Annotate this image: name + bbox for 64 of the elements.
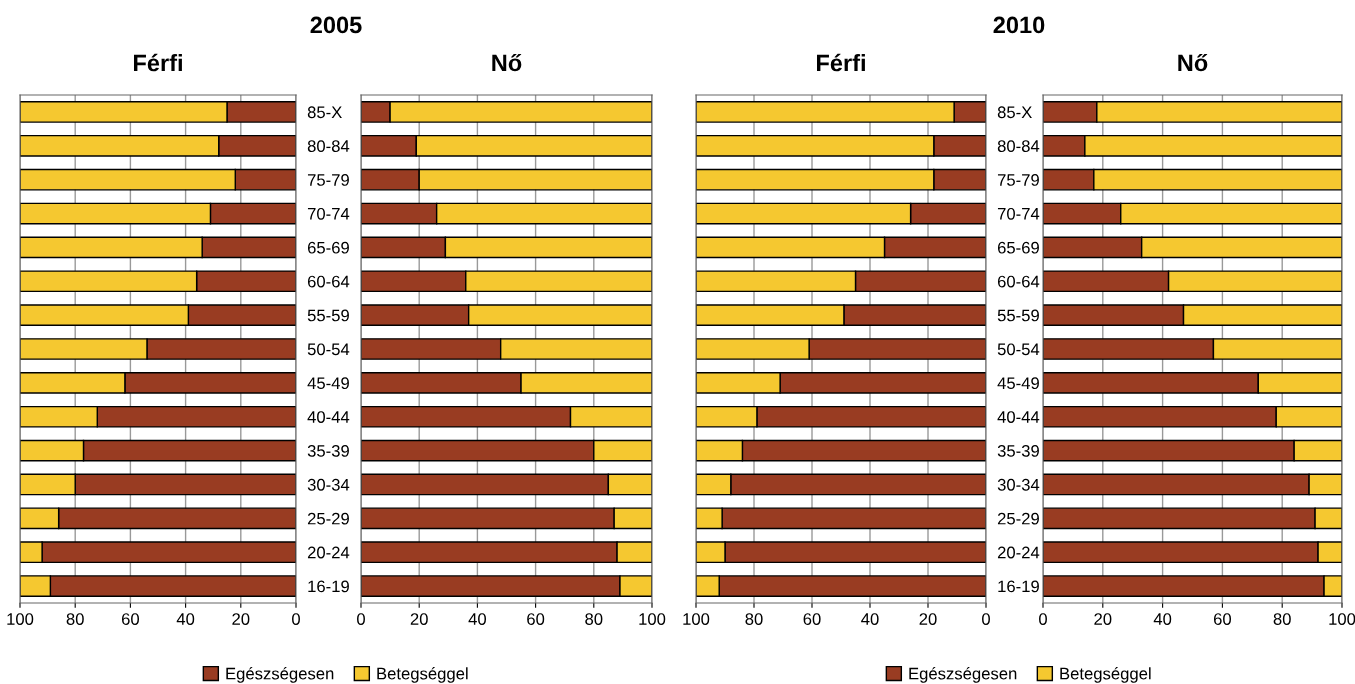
x-tick-label: 100 xyxy=(683,613,710,625)
y-tick-label: 25-29 xyxy=(997,512,1039,525)
y-tick-label: 75-79 xyxy=(997,174,1039,186)
x-tick-label: 60 xyxy=(121,613,140,625)
y-tick-label: 45-49 xyxy=(307,377,349,390)
y-tick-label: 45-49 xyxy=(997,377,1039,390)
y-tick-label: 60-64 xyxy=(997,275,1040,288)
y-tick-label: 40-44 xyxy=(997,411,1040,423)
y-tick-label: 65-69 xyxy=(997,241,1039,254)
y-tick-label: 75-79 xyxy=(307,174,349,186)
y-tick-label: 35-39 xyxy=(997,445,1039,457)
y-tick-label: 80-84 xyxy=(307,140,350,152)
chart-title: 2010 xyxy=(993,16,1045,34)
chart-subtitle: Férfi xyxy=(134,53,182,72)
x-tick-label: 80 xyxy=(585,613,603,625)
y-tick-label: 20-24 xyxy=(997,546,1040,559)
y-tick-label: 50-54 xyxy=(997,343,1040,356)
y-tick-label: 25-29 xyxy=(307,512,349,525)
x-tick-label: 40 xyxy=(861,613,879,625)
y-tick-label: 85-X xyxy=(307,106,342,119)
y-tick-label: 65-69 xyxy=(307,241,349,254)
y-tick-label: 20-24 xyxy=(307,546,350,559)
x-tick-label: 80 xyxy=(66,613,84,625)
x-tick-label: 20 xyxy=(1094,613,1112,625)
chart-title: 2005 xyxy=(310,16,362,34)
chart-subtitle: Nő xyxy=(492,54,522,72)
chart-subtitle: Férfi xyxy=(817,53,865,72)
y-tick-label: 70-74 xyxy=(997,207,1040,220)
y-tick-label: 70-74 xyxy=(307,207,350,220)
x-tick-label: 40 xyxy=(176,613,195,625)
y-tick-label: 30-34 xyxy=(307,478,350,491)
y-tick-label: 60-64 xyxy=(307,275,350,288)
x-tick-label: 20 xyxy=(919,613,937,625)
y-tick-label: 16-19 xyxy=(998,580,1039,593)
y-tick-label: 16-19 xyxy=(308,580,349,593)
y-tick-label: 85-X xyxy=(997,106,1032,119)
x-tick-label: 0 xyxy=(982,613,990,625)
y-tick-label: 50-54 xyxy=(307,343,350,356)
x-tick-label: 80 xyxy=(745,613,763,625)
x-tick-label: 40 xyxy=(1153,613,1172,625)
x-tick-label: 0 xyxy=(357,613,365,625)
y-tick-label: 80-84 xyxy=(997,140,1040,152)
x-tick-label: 20 xyxy=(232,613,250,625)
x-tick-label: 0 xyxy=(1039,613,1047,625)
y-tick-label: 55-59 xyxy=(997,309,1039,322)
legend-label: Egészségesen xyxy=(226,667,334,683)
y-tick-label: 30-34 xyxy=(997,478,1040,491)
x-tick-label: 100 xyxy=(7,613,34,625)
x-tick-label: 0 xyxy=(292,613,300,625)
x-tick-label: 20 xyxy=(410,613,428,625)
legend-label: Betegséggel xyxy=(377,667,468,683)
legend-label: Egészségesen xyxy=(909,667,1017,683)
x-tick-label: 80 xyxy=(1273,613,1291,625)
x-tick-label: 100 xyxy=(639,613,666,625)
x-tick-label: 60 xyxy=(1213,613,1232,625)
chart-subtitle: Nő xyxy=(1178,54,1208,72)
x-tick-label: 100 xyxy=(1329,613,1355,625)
y-tick-label: 55-59 xyxy=(307,309,349,322)
x-tick-label: 60 xyxy=(803,613,821,625)
legend-label: Betegséggel xyxy=(1060,667,1151,683)
x-tick-label: 60 xyxy=(527,613,545,625)
x-tick-label: 40 xyxy=(468,613,487,625)
y-tick-label: 40-44 xyxy=(307,411,350,423)
y-tick-label: 35-39 xyxy=(307,445,349,457)
